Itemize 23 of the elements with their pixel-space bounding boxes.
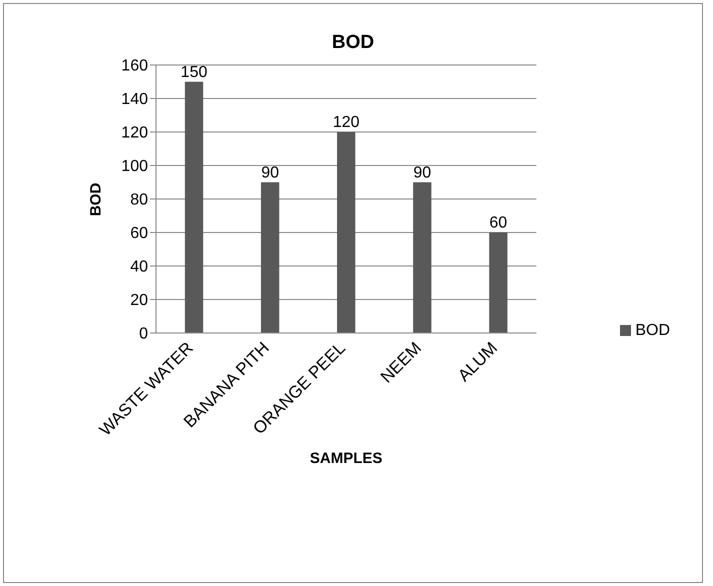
y-tick-label: 160 [121, 58, 148, 75]
y-tick-label: 0 [139, 326, 148, 343]
x-axis-title: SAMPLES [310, 450, 382, 467]
y-tick-label: 140 [121, 91, 148, 108]
chart-title: BOD [330, 32, 376, 54]
bar [489, 232, 508, 333]
data-label: 90 [413, 164, 432, 182]
bar [337, 132, 356, 333]
data-label: 150 [180, 64, 208, 81]
data-label: 60 [489, 214, 508, 232]
legend-label: BOD [635, 322, 670, 339]
data-label: 120 [332, 114, 360, 131]
data-label: 90 [261, 164, 280, 182]
bar [260, 182, 280, 333]
y-tick-label: 60 [130, 225, 148, 242]
y-axis-title: BOD [88, 182, 104, 218]
y-tick-label: 120 [121, 124, 148, 142]
y-tick-label: 20 [130, 292, 148, 310]
bar [413, 182, 432, 333]
bar [184, 82, 204, 333]
y-tick-label: 80 [130, 192, 148, 209]
y-tick-label: 100 [121, 158, 148, 176]
y-tick-label: 40 [130, 258, 148, 276]
